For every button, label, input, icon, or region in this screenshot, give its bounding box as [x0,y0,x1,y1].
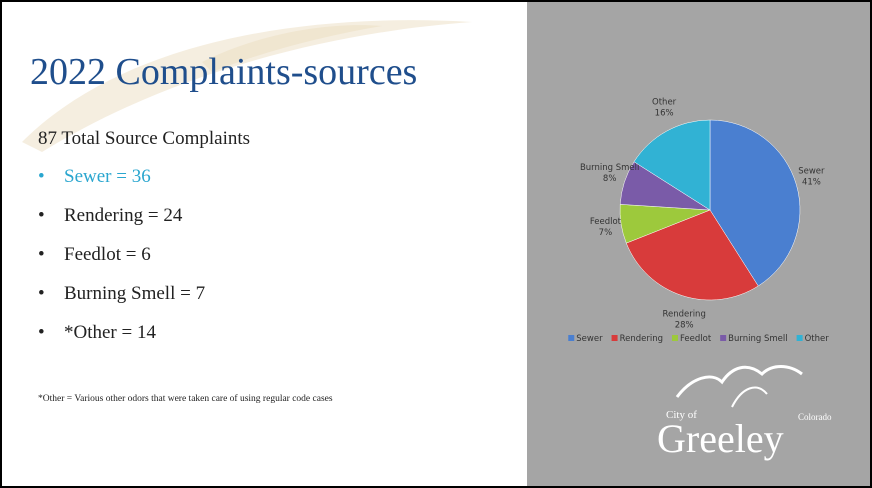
legend-label: Other [805,334,830,344]
pie-slice [709,119,801,287]
data-label-name: Sewer [798,167,825,177]
legend-swatch [568,335,575,341]
legend-label: Rendering [620,334,663,344]
pie-slice [625,209,759,301]
legend-swatch [671,335,678,341]
data-label-value: 16% [655,108,674,118]
legend-label: Sewer [576,334,603,344]
legend: Sewer Rendering Feedlot Burning Smell Other [568,334,829,344]
data-label-value: 7% [599,228,613,238]
legend-swatch [720,335,727,341]
bullet: Feedlot = 6 [38,244,151,266]
bullet: Sewer = 36 [38,166,151,188]
bullet: Burning Smell = 7 [38,283,205,305]
legend-swatch [611,335,618,341]
data-label-name: Other [652,97,677,107]
data-label-value: 28% [675,320,694,330]
bullet: *Other = 14 [38,322,156,344]
footnote: *Other = Various other odors that were t… [38,394,333,404]
logo-city-of: City of [666,409,697,421]
pie-slice [633,119,711,211]
bullet: Rendering = 24 [38,205,182,227]
subtitle: 87 Total Source Complaints [38,128,251,149]
legend-swatch [796,335,803,341]
logo-state: Colorado [798,412,832,422]
legend-label: Burning Smell [728,334,787,344]
data-label-name: Feedlot [590,217,622,227]
data-label-name: Burning Smell [580,163,639,173]
slide-title: 2022 Complaints-sources [30,51,418,93]
logo: City of Greeley Colorado [657,365,832,461]
logo-name: Greeley [657,416,784,461]
data-label-value: 41% [802,178,821,188]
data-label-name: Rendering [662,309,705,319]
data-label-value: 8% [603,174,617,184]
legend-label: Feedlot [680,334,712,344]
